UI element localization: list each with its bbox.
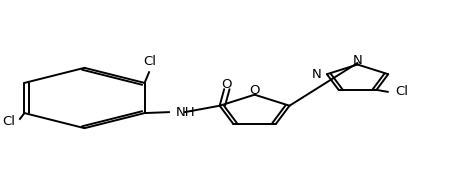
Text: O: O [221, 78, 232, 91]
Text: Cl: Cl [2, 115, 15, 128]
Text: Cl: Cl [144, 55, 157, 68]
Text: O: O [249, 84, 260, 97]
Text: NH: NH [176, 106, 196, 119]
Text: N: N [312, 68, 322, 81]
Text: N: N [353, 54, 362, 67]
Text: Cl: Cl [395, 85, 408, 98]
